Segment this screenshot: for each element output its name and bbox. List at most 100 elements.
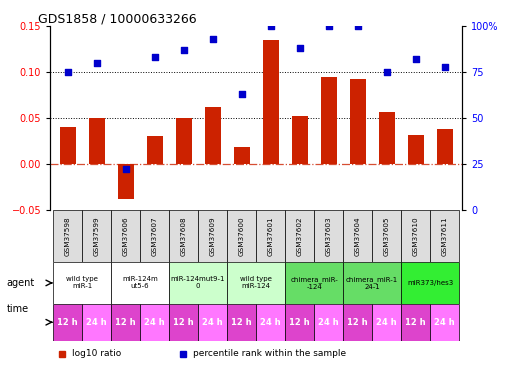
Text: GSM37604: GSM37604 <box>355 216 361 256</box>
Bar <box>169 210 198 262</box>
Bar <box>430 210 459 262</box>
Bar <box>401 262 459 304</box>
Bar <box>53 304 82 340</box>
Bar <box>140 210 169 262</box>
Text: GSM37610: GSM37610 <box>412 216 419 256</box>
Point <box>266 23 275 29</box>
Bar <box>198 210 227 262</box>
Bar <box>176 118 192 164</box>
Bar <box>372 304 401 340</box>
Bar <box>285 210 314 262</box>
Text: GSM37609: GSM37609 <box>210 216 215 256</box>
Text: GSM37607: GSM37607 <box>152 216 157 256</box>
Bar <box>118 164 134 199</box>
Bar <box>53 262 111 304</box>
Point <box>411 56 420 62</box>
Bar <box>401 210 430 262</box>
Text: chimera_miR-
-124: chimera_miR- -124 <box>290 276 338 290</box>
Bar <box>82 210 111 262</box>
Bar <box>111 262 169 304</box>
Text: agent: agent <box>6 278 35 288</box>
Text: 24 h: 24 h <box>86 318 107 327</box>
Text: 12 h: 12 h <box>57 318 78 327</box>
Text: GSM37599: GSM37599 <box>93 216 100 256</box>
Bar <box>111 210 140 262</box>
Bar <box>343 210 372 262</box>
Point <box>440 64 449 70</box>
Text: percentile rank within the sample: percentile rank within the sample <box>193 349 346 358</box>
Bar <box>111 304 140 340</box>
Bar <box>227 262 285 304</box>
Text: GSM37605: GSM37605 <box>384 216 390 256</box>
Text: miR-124m
ut5-6: miR-124m ut5-6 <box>122 276 158 290</box>
Text: GSM37608: GSM37608 <box>181 216 186 256</box>
Bar <box>320 76 336 164</box>
Text: 12 h: 12 h <box>289 318 310 327</box>
Bar <box>169 262 227 304</box>
Bar <box>408 135 423 164</box>
Point <box>121 166 130 172</box>
Text: GDS1858 / 10000633266: GDS1858 / 10000633266 <box>38 12 196 25</box>
Bar <box>372 210 401 262</box>
Text: chimera_miR-1
24-1: chimera_miR-1 24-1 <box>346 276 398 290</box>
Text: 12 h: 12 h <box>347 318 368 327</box>
Bar <box>233 147 250 164</box>
Bar <box>204 107 221 164</box>
Bar <box>147 136 163 164</box>
Bar <box>437 129 452 164</box>
Bar <box>227 210 256 262</box>
Text: log10 ratio: log10 ratio <box>72 349 121 358</box>
Text: 12 h: 12 h <box>406 318 426 327</box>
Text: miR-124mut9-1
0: miR-124mut9-1 0 <box>171 276 225 290</box>
Text: GSM37611: GSM37611 <box>441 216 448 256</box>
Bar <box>256 210 285 262</box>
Text: GSM37603: GSM37603 <box>326 216 332 256</box>
Point <box>63 69 72 75</box>
Point <box>180 47 188 53</box>
Text: 12 h: 12 h <box>115 318 136 327</box>
Bar <box>198 304 227 340</box>
Point <box>209 36 217 42</box>
Text: 12 h: 12 h <box>231 318 252 327</box>
Text: 24 h: 24 h <box>435 318 455 327</box>
Bar <box>343 262 401 304</box>
Text: 24 h: 24 h <box>318 318 339 327</box>
Bar <box>285 262 343 304</box>
Text: GSM37598: GSM37598 <box>64 216 71 256</box>
Text: GSM37602: GSM37602 <box>297 216 303 256</box>
Point <box>382 69 391 75</box>
Bar <box>314 210 343 262</box>
Bar <box>256 304 285 340</box>
Bar <box>169 304 198 340</box>
Bar <box>227 304 256 340</box>
Text: 24 h: 24 h <box>144 318 165 327</box>
Point <box>150 54 159 60</box>
Bar <box>285 304 314 340</box>
Text: wild type
miR-124: wild type miR-124 <box>240 276 272 290</box>
Bar <box>262 40 279 164</box>
Text: 24 h: 24 h <box>202 318 223 327</box>
Bar <box>379 111 394 164</box>
Bar <box>53 210 82 262</box>
Bar <box>82 304 111 340</box>
Bar <box>430 304 459 340</box>
Text: wild type
miR-1: wild type miR-1 <box>66 276 98 290</box>
Point <box>238 91 246 97</box>
Text: miR373/hes3: miR373/hes3 <box>407 280 453 286</box>
Bar <box>291 116 307 164</box>
Text: 24 h: 24 h <box>260 318 281 327</box>
Point <box>92 60 101 66</box>
Bar <box>401 304 430 340</box>
Text: GSM37601: GSM37601 <box>268 216 274 256</box>
Point <box>353 23 362 29</box>
Bar <box>314 304 343 340</box>
Bar <box>343 304 372 340</box>
Text: time: time <box>6 304 29 314</box>
Bar <box>140 304 169 340</box>
Bar <box>350 78 365 164</box>
Text: 12 h: 12 h <box>173 318 194 327</box>
Bar <box>89 118 105 164</box>
Point <box>324 23 333 29</box>
Text: 24 h: 24 h <box>376 318 397 327</box>
Point <box>295 45 304 51</box>
